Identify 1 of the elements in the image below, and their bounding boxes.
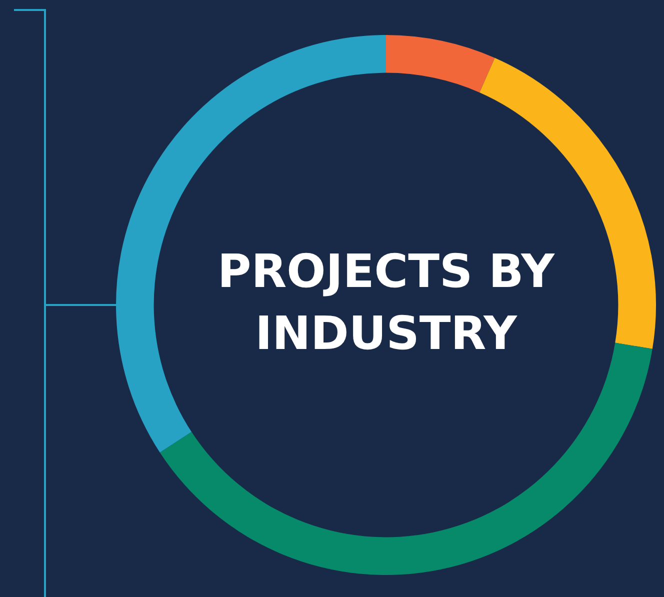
text: PROJECTS BY INDUSTRY [216, 243, 556, 362]
